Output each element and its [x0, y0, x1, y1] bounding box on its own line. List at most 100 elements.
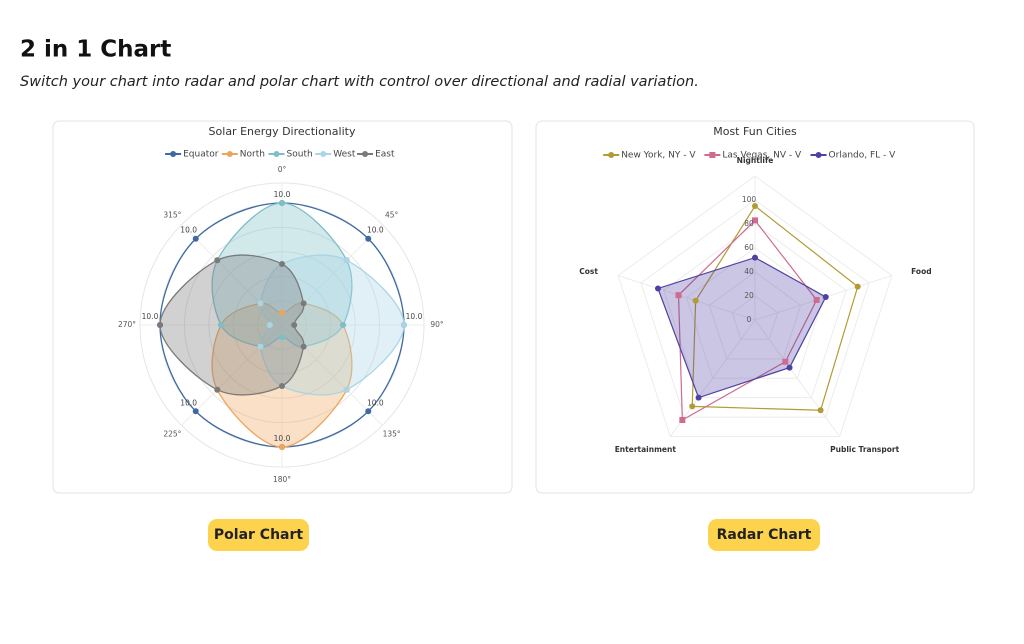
- data-point: [679, 416, 686, 423]
- data-point: [279, 261, 285, 267]
- data-label: 10.0: [180, 226, 197, 235]
- category-label: Food: [911, 267, 932, 276]
- radar-spoke: [754, 319, 841, 437]
- legend-label: New York, NY - V: [621, 151, 696, 161]
- radar-title: Most Fun Cities: [713, 125, 797, 138]
- y-tick-label: 0: [747, 315, 752, 324]
- page-title: 2 in 1 Chart: [20, 37, 171, 63]
- data-point: [279, 444, 285, 450]
- radar-button-label[interactable]: Radar Chart: [717, 527, 812, 543]
- data-point: [266, 322, 273, 328]
- data-point: [401, 322, 407, 328]
- data-point: [218, 322, 224, 328]
- angle-label: 45°: [385, 210, 399, 219]
- data-point: [214, 257, 221, 264]
- legend-label: South: [287, 150, 313, 160]
- data-point: [279, 383, 285, 389]
- y-tick-label: 60: [744, 243, 754, 252]
- data-point: [675, 292, 682, 299]
- grid-line: [663, 223, 847, 399]
- legend-marker: [608, 152, 615, 158]
- data-point: [279, 334, 285, 341]
- y-tick-label: 80: [744, 219, 754, 228]
- polar-button-label[interactable]: Polar Chart: [214, 527, 303, 543]
- grid-line: [640, 199, 870, 418]
- angle-label: 270°: [118, 320, 136, 329]
- y-tick-label: 20: [744, 291, 754, 300]
- data-point: [192, 235, 199, 242]
- legend-marker: [709, 152, 716, 158]
- polar-spoke: [181, 324, 283, 426]
- data-point: [365, 408, 372, 415]
- legend-label: North: [240, 150, 265, 160]
- data-point: [157, 322, 163, 328]
- data-label: 10.0: [274, 434, 291, 443]
- data-point: [279, 309, 285, 316]
- angle-label: 315°: [163, 210, 181, 219]
- data-point: [340, 322, 346, 328]
- data-label: 10.0: [274, 190, 291, 199]
- legend-marker: [170, 151, 177, 157]
- data-point: [782, 358, 789, 365]
- polar-spoke: [181, 224, 283, 326]
- series-area: [259, 254, 405, 396]
- data-point: [343, 386, 350, 393]
- data-point: [786, 364, 793, 371]
- data-label: 10.0: [180, 398, 197, 407]
- polar-spoke: [281, 324, 383, 426]
- data-point: [300, 300, 307, 307]
- legend-label: Orlando, FL - V: [829, 151, 897, 161]
- data-point: [214, 386, 221, 393]
- legend-marker: [362, 151, 369, 157]
- radar-button[interactable]: [708, 519, 820, 551]
- polar-button[interactable]: [208, 519, 309, 551]
- angle-label: 135°: [383, 430, 401, 439]
- data-point: [695, 394, 702, 401]
- data-point: [822, 294, 829, 301]
- category-label: Cost: [579, 267, 598, 276]
- data-label: 10.0: [367, 398, 384, 407]
- angle-label: 180°: [273, 475, 291, 484]
- data-point: [692, 297, 699, 304]
- y-tick-label: 40: [744, 267, 754, 276]
- radar-outer-grid: [617, 175, 893, 437]
- data-point: [752, 203, 758, 209]
- data-point: [854, 283, 861, 290]
- data-point: [257, 343, 264, 350]
- data-point: [654, 285, 661, 292]
- legend-marker: [273, 151, 280, 157]
- data-point: [300, 343, 307, 350]
- data-point: [365, 235, 372, 242]
- category-label: Public Transport: [830, 445, 899, 454]
- data-point: [813, 296, 820, 303]
- data-label: 10.0: [142, 312, 159, 321]
- legend-marker: [320, 151, 327, 157]
- polar-spoke: [281, 224, 383, 326]
- category-label: Entertainment: [615, 445, 677, 454]
- data-point: [257, 300, 264, 307]
- data-point: [279, 200, 285, 206]
- data-point: [752, 217, 758, 224]
- legend-marker: [815, 152, 822, 158]
- data-point: [343, 257, 350, 264]
- y-tick-label: 100: [742, 195, 757, 204]
- data-point: [192, 408, 199, 415]
- series-area: [691, 205, 859, 411]
- angle-label: 90°: [430, 320, 444, 329]
- legend-label: East: [375, 150, 395, 160]
- data-label: 10.0: [406, 312, 423, 321]
- legend-label: West: [333, 150, 356, 160]
- legend-label: Las Vegas, NV - V: [722, 151, 802, 161]
- angle-label: 0°: [278, 165, 287, 174]
- category-label: Nightlife: [737, 156, 774, 165]
- data-label: 10.0: [367, 226, 384, 235]
- angle-label: 225°: [163, 430, 181, 439]
- legend-marker: [226, 151, 233, 157]
- polar-title: Solar Energy Directionality: [209, 125, 356, 138]
- data-point: [817, 407, 824, 414]
- legend-label: Equator: [183, 150, 219, 160]
- grid-line: [731, 295, 779, 340]
- data-point: [291, 322, 298, 328]
- series-area: [159, 254, 305, 396]
